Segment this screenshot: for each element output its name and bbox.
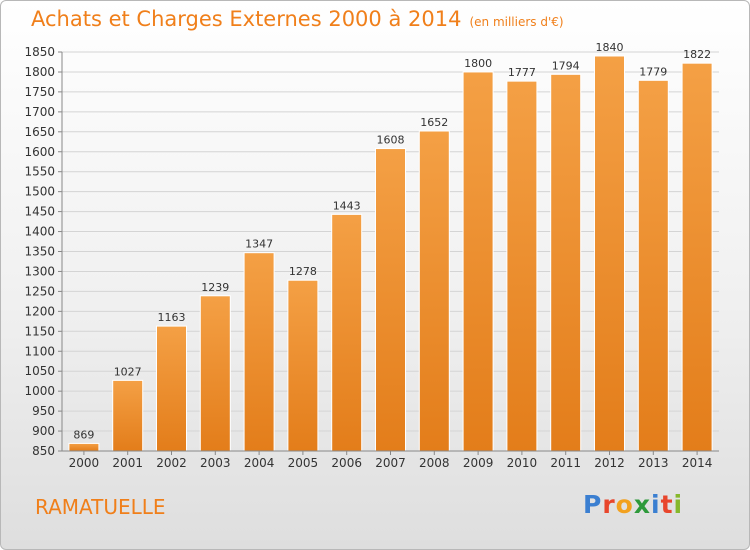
x-tick-label: 2000 <box>69 456 100 470</box>
bar-value-label: 1347 <box>245 238 273 251</box>
x-tick-label: 2007 <box>375 456 406 470</box>
y-axis-ticks: 850 900 950 1000 1050 1100 1150 1200 1250 1300 135… <box>24 45 62 458</box>
bar-value-label: 1239 <box>201 281 229 294</box>
x-tick-label: 2005 <box>288 456 319 470</box>
logo-letter: i <box>651 490 661 519</box>
y-tick-label: 1750 <box>24 85 55 99</box>
bar-value-label: 1800 <box>464 57 492 70</box>
y-tick-label: 1350 <box>24 245 55 259</box>
x-tick-label: 2001 <box>112 456 143 470</box>
x-tick-label: 2009 <box>463 456 494 470</box>
title-unit: (en milliers d'€) <box>469 15 564 29</box>
bar <box>550 73 582 452</box>
bar <box>462 71 494 452</box>
bar <box>243 252 275 452</box>
chart-title: Achats et Charges Externes 2000 à 2014 (e… <box>31 7 564 31</box>
logo-letter: x <box>633 490 651 519</box>
logo-letter: t <box>660 490 674 519</box>
logo-letter: r <box>602 490 616 519</box>
x-tick-label: 2002 <box>156 456 187 470</box>
x-tick-label: 2010 <box>507 456 538 470</box>
y-tick-label: 1250 <box>24 284 55 298</box>
y-tick-label: 900 <box>32 424 55 438</box>
bar-value-label: 1608 <box>377 134 405 147</box>
bar-value-label: 1777 <box>508 66 536 79</box>
bar <box>287 279 319 452</box>
bar-value-label: 1794 <box>552 59 580 72</box>
x-axis-ticks: 2000 2001 2002 2003 2004 2005 2006 2007 2008 2009… <box>69 451 713 470</box>
y-tick-label: 1650 <box>24 125 55 139</box>
bar <box>68 442 100 452</box>
bar <box>594 55 625 452</box>
bar <box>112 379 144 452</box>
y-tick-label: 1100 <box>24 344 55 358</box>
y-tick-label: 1450 <box>24 205 55 219</box>
x-tick-label: 2012 <box>594 456 625 470</box>
x-tick-label: 2004 <box>244 456 275 470</box>
y-tick-label: 850 <box>32 444 55 458</box>
y-tick-label: 950 <box>32 404 55 418</box>
y-tick-label: 1500 <box>24 185 55 199</box>
bar <box>199 295 231 452</box>
y-tick-label: 1200 <box>24 304 55 318</box>
bar-value-label: 1652 <box>420 116 448 129</box>
y-tick-label: 1150 <box>24 324 55 338</box>
bar-value-label: 1779 <box>639 65 667 78</box>
y-tick-label: 1400 <box>24 225 55 239</box>
axes <box>61 52 719 452</box>
x-tick-label: 2006 <box>331 456 362 470</box>
title-text: Achats et Charges Externes 2000 à 2014 <box>31 7 462 31</box>
y-tick-label: 1000 <box>24 384 55 398</box>
logo-letter: i <box>673 490 684 519</box>
y-tick-label: 1850 <box>24 45 55 59</box>
logo-letter: o <box>615 490 634 519</box>
bar-value-label: 1027 <box>114 365 142 378</box>
bar-value-label: 1163 <box>158 311 186 324</box>
proxiti-logo: Proxiti <box>583 490 683 519</box>
bar <box>681 62 713 452</box>
x-tick-label: 2011 <box>550 456 581 470</box>
x-tick-label: 2008 <box>419 456 450 470</box>
bar <box>506 80 538 452</box>
y-tick-label: 1050 <box>24 364 55 378</box>
y-tick-label: 1550 <box>24 165 55 179</box>
bar-value-label: 1278 <box>289 265 317 278</box>
x-tick-label: 2014 <box>682 456 713 470</box>
bar <box>331 213 363 452</box>
y-tick-label: 1600 <box>24 145 55 159</box>
bar-value-label: 869 <box>73 428 94 441</box>
bar-value-label: 1840 <box>596 41 624 54</box>
bar <box>156 325 187 452</box>
y-tick-label: 1700 <box>24 105 55 119</box>
logo-letter: P <box>583 490 603 519</box>
x-tick-label: 2013 <box>638 456 669 470</box>
bar <box>418 130 450 452</box>
bar <box>637 79 669 452</box>
bar-value-label: 1443 <box>333 199 361 212</box>
y-tick-label: 1800 <box>24 65 55 79</box>
y-tick-label: 1300 <box>24 264 55 278</box>
bar-value-label: 1822 <box>683 48 711 61</box>
x-tick-label: 2003 <box>200 456 231 470</box>
bars: 869 1027 1163 1239 1347 1278 1443 1608 1652 1800 1… <box>68 41 713 452</box>
commune-name: RAMATUELLE <box>35 495 166 519</box>
bar <box>375 148 406 452</box>
